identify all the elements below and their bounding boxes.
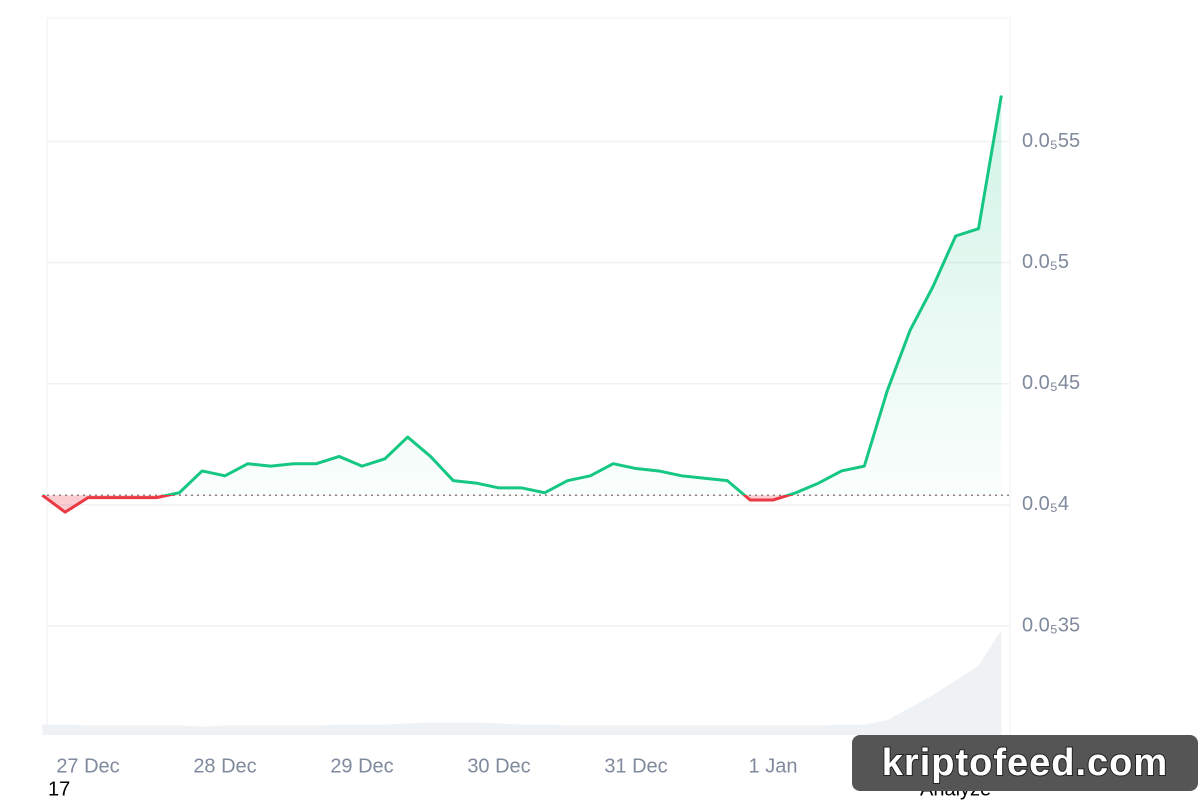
watermark: kriptofeed.com xyxy=(882,742,1168,784)
x-tick-label: 1 Jan xyxy=(749,755,798,777)
footer-left: 17 xyxy=(48,778,70,800)
y-tick-label: 0.0₅4 xyxy=(1022,493,1069,515)
y-tick-label: 0.0₅35 xyxy=(1022,614,1080,636)
price-area xyxy=(42,95,1002,513)
volume-area xyxy=(42,630,1002,735)
price-line xyxy=(41,95,1003,514)
watermark-box xyxy=(852,735,1198,791)
y-tick-label: 0.0₅55 xyxy=(1022,130,1080,152)
x-tick-label: 27 Dec xyxy=(56,755,119,777)
x-tick-label: 31 Dec xyxy=(604,755,667,777)
x-tick-label: 29 Dec xyxy=(330,755,393,777)
x-tick-label: 30 Dec xyxy=(467,755,530,777)
y-tick-label: 0.0₅5 xyxy=(1022,251,1069,273)
y-tick-label: 0.0₅45 xyxy=(1022,372,1080,394)
x-tick-label: 28 Dec xyxy=(193,755,256,777)
